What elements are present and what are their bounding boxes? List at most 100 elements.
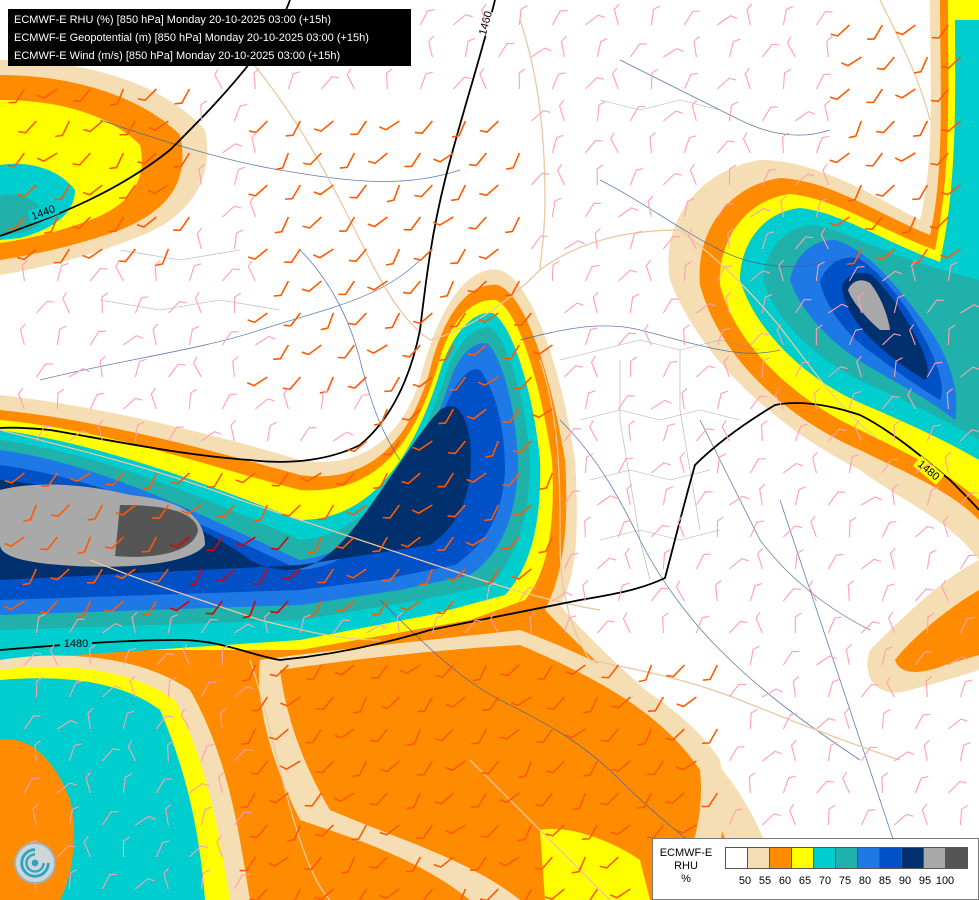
rivers bbox=[39, 59, 901, 881]
wind-barb bbox=[134, 421, 145, 442]
wind-barb bbox=[339, 216, 356, 233]
wind-barb bbox=[466, 472, 487, 483]
wind-barb bbox=[165, 803, 172, 826]
wind-barb bbox=[452, 76, 472, 90]
wind-barb bbox=[400, 600, 421, 611]
wind-barb bbox=[926, 549, 937, 570]
wind-barb bbox=[629, 105, 646, 122]
wind-barb bbox=[716, 140, 736, 154]
wind-barb bbox=[539, 472, 554, 491]
wind-barb bbox=[173, 152, 191, 168]
wind-barb bbox=[380, 696, 400, 710]
wind-barb bbox=[235, 536, 256, 547]
wind-barb bbox=[147, 184, 169, 195]
wind-barb bbox=[23, 715, 41, 730]
wind-barb bbox=[782, 588, 801, 602]
wind-barb bbox=[219, 708, 227, 730]
wind-barb bbox=[180, 504, 202, 515]
wind-barb bbox=[122, 773, 133, 794]
map-title-box: ECMWF-E RHU (%) [850 hPa] Monday 20-10-2… bbox=[8, 9, 411, 66]
wind-barb bbox=[728, 38, 741, 58]
wind-barb bbox=[266, 421, 278, 442]
wind-barb bbox=[746, 3, 753, 26]
wind-barb bbox=[894, 751, 915, 762]
wind-barb bbox=[313, 184, 334, 196]
wind-barb bbox=[728, 683, 747, 698]
wind-barb bbox=[683, 10, 700, 26]
wind-barb bbox=[794, 612, 802, 634]
wind-barb bbox=[435, 664, 454, 678]
wind-barb bbox=[468, 152, 487, 167]
wind-barb bbox=[467, 344, 487, 357]
wind-barb bbox=[54, 184, 71, 201]
wind-barb bbox=[284, 184, 302, 200]
wind-barb bbox=[610, 132, 619, 154]
wind-barb bbox=[789, 803, 796, 826]
wind-barb bbox=[101, 873, 117, 890]
wind-barb bbox=[303, 152, 322, 166]
wind-barb bbox=[385, 68, 393, 90]
wind-barb bbox=[860, 684, 879, 698]
wind-barb bbox=[315, 696, 334, 711]
wind-barb bbox=[729, 495, 750, 506]
wind-barb bbox=[419, 568, 434, 586]
legend-swatch bbox=[791, 847, 814, 869]
wind-barb bbox=[826, 36, 833, 58]
wind-barb bbox=[827, 741, 838, 762]
wind-barb bbox=[405, 856, 422, 873]
wind-barb bbox=[240, 792, 257, 809]
wind-barb bbox=[284, 248, 302, 264]
wind-barb bbox=[3, 600, 25, 611]
wind-barb bbox=[239, 856, 257, 872]
wind-barb bbox=[822, 163, 829, 186]
wind-barb bbox=[601, 664, 620, 679]
wind-barb bbox=[22, 568, 38, 586]
wind-barb bbox=[200, 681, 216, 698]
wind-barb bbox=[827, 616, 842, 634]
wind-barb bbox=[499, 728, 520, 740]
wind-barb bbox=[847, 184, 863, 202]
wind-barb bbox=[563, 615, 577, 634]
wind-barb bbox=[589, 420, 598, 442]
wind-barb bbox=[118, 248, 137, 263]
wind-barb bbox=[247, 260, 256, 282]
wind-barb bbox=[419, 9, 435, 26]
wind-barb bbox=[154, 260, 161, 282]
wind-barb bbox=[317, 568, 335, 584]
wind-barb bbox=[914, 776, 929, 794]
wind-barb bbox=[536, 664, 554, 680]
wind-barb bbox=[465, 536, 487, 547]
wind-barb bbox=[349, 184, 368, 199]
wind-barb bbox=[717, 77, 737, 90]
wind-barb bbox=[590, 355, 598, 378]
wind-barb bbox=[189, 782, 210, 794]
wind-barb bbox=[367, 280, 388, 291]
wind-barb bbox=[794, 236, 813, 250]
wind-barb bbox=[650, 68, 659, 90]
wind-barb bbox=[478, 312, 499, 323]
wind-barb bbox=[129, 675, 136, 698]
wind-barb bbox=[127, 740, 136, 762]
wind-barb bbox=[18, 120, 37, 134]
wind-barb bbox=[596, 620, 616, 634]
wind-barb bbox=[481, 696, 500, 711]
wind-barb bbox=[959, 742, 971, 762]
wind-barb bbox=[222, 205, 242, 218]
wind-barb bbox=[401, 408, 421, 421]
wind-barb bbox=[35, 425, 52, 442]
wind-barb bbox=[335, 536, 355, 549]
wind-barb bbox=[552, 591, 573, 602]
legend-title: ECMWF-E RHU % bbox=[657, 847, 715, 886]
wind-barb bbox=[716, 327, 731, 346]
wind-barb bbox=[282, 376, 301, 391]
wind-barb bbox=[647, 760, 665, 776]
wind-barb bbox=[761, 43, 780, 58]
wind-barb bbox=[108, 216, 125, 233]
wind-barb bbox=[273, 344, 290, 361]
wind-barb bbox=[790, 739, 797, 762]
wind-barb bbox=[506, 152, 521, 170]
wind-barb bbox=[676, 760, 697, 771]
wind-barb bbox=[792, 675, 800, 698]
wind-barb bbox=[253, 68, 260, 90]
wind-barb bbox=[926, 612, 935, 634]
